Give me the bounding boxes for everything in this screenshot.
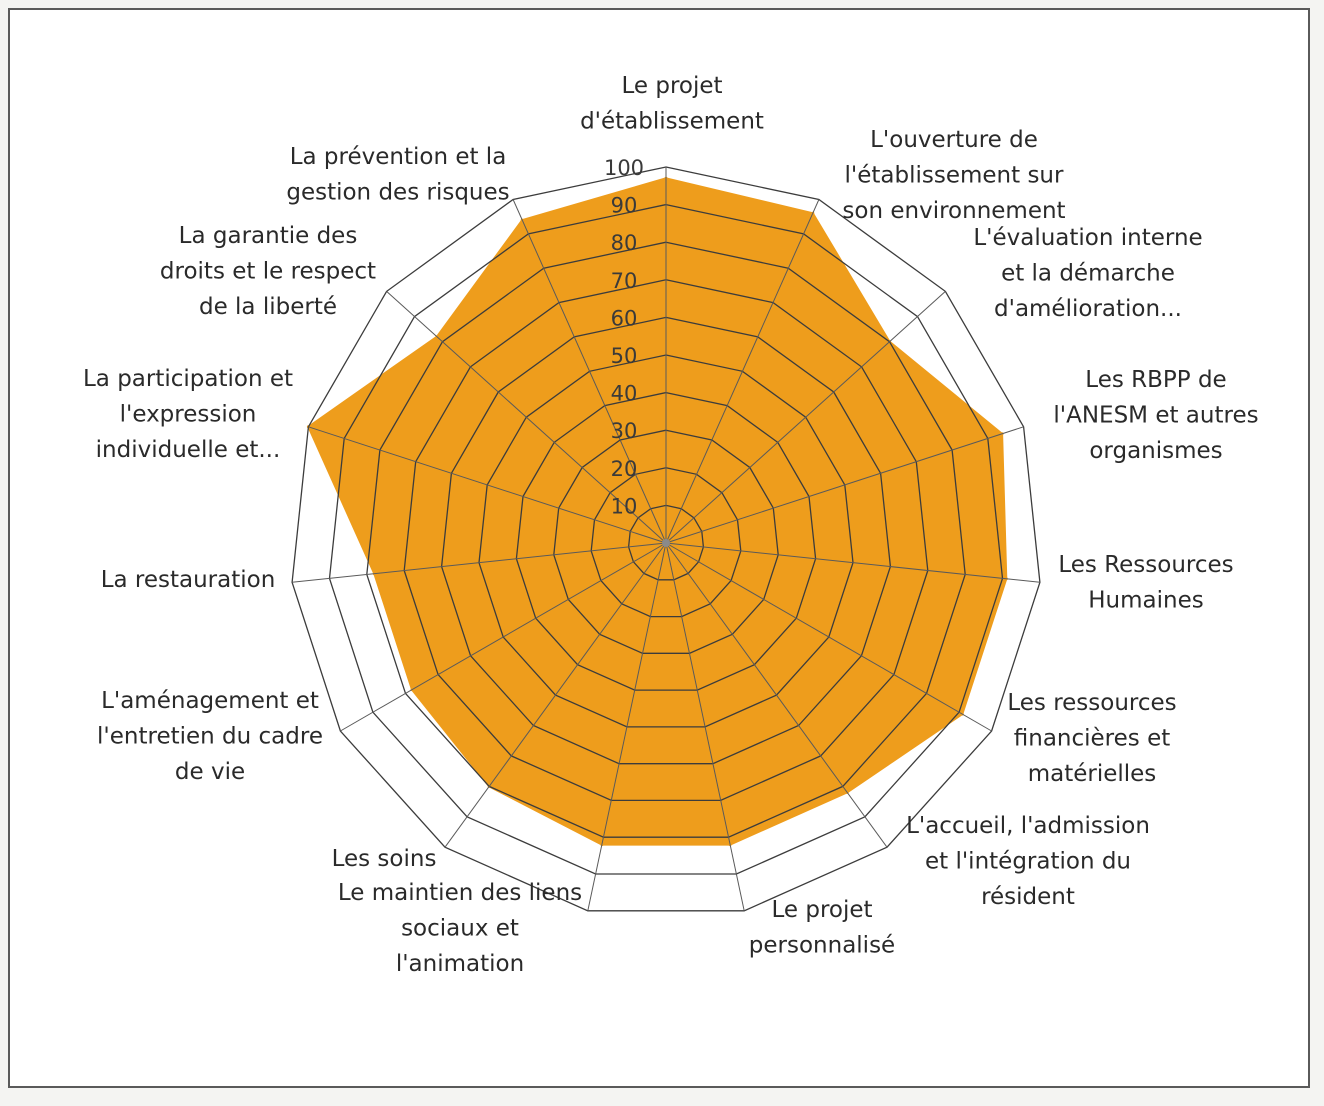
spoke-3 — [665, 291, 946, 544]
spoke-15 — [512, 199, 667, 544]
category-label-14: La garantie des droits et le respect de la… — [160, 223, 376, 320]
grid-ring-80 — [366, 241, 966, 838]
category-label-5: Les Ressources Humaines — [1058, 552, 1233, 614]
tick-label-80: 80 — [611, 231, 638, 255]
radar-chart: 10 20 30 40 50 60 70 80 90 100 Le projet d'établis… — [83, 73, 1259, 977]
spokes-group — [292, 167, 1040, 911]
series-area-group — [306, 176, 1008, 847]
grid-ring-30 — [553, 429, 779, 654]
category-label-13: La participation et l'expression individue… — [83, 366, 293, 463]
chart-frame: 10 20 30 40 50 60 70 80 90 100 Le projet d'établis… — [8, 8, 1310, 1088]
grid-ring-40 — [515, 391, 817, 691]
category-labels-group: Le projet d'établissement L'ouverture de l'… — [83, 73, 1259, 977]
spoke-5 — [665, 542, 1040, 583]
tick-labels-group: 10 20 30 40 50 60 70 80 90 100 — [604, 156, 644, 518]
category-label-6: Les ressources financières et matérielles — [1007, 690, 1176, 787]
spoke-2 — [665, 199, 820, 544]
category-label-15: La prévention et la gestion des risques — [286, 144, 509, 206]
grid-ring-70 — [403, 279, 929, 802]
spoke-11 — [340, 542, 667, 732]
category-label-3: L'évaluation interne et la démarche d'amél… — [973, 225, 1202, 322]
category-label-1: Le projet d'établissement — [580, 73, 764, 135]
grid-ring-60 — [440, 316, 892, 765]
category-label-4: Les RBPP de l'ANESM et autres organismes — [1053, 367, 1258, 464]
tick-label-30: 30 — [611, 419, 638, 443]
grid-ring-90 — [328, 203, 1004, 875]
grid-ring-50 — [478, 354, 854, 728]
center-dot — [662, 539, 670, 547]
spoke-10 — [444, 542, 667, 848]
series-area — [307, 177, 1008, 846]
spoke-6 — [665, 542, 992, 732]
tick-label-20: 20 — [611, 457, 638, 481]
spoke-12 — [292, 542, 667, 583]
grid-group — [291, 166, 1041, 912]
spoke-14 — [386, 291, 667, 544]
tick-label-50: 50 — [611, 344, 638, 368]
tick-label-70: 70 — [611, 269, 638, 293]
tick-label-60: 60 — [611, 306, 638, 330]
grid-ring-20 — [590, 467, 742, 618]
grid-ring-10 — [627, 504, 705, 581]
category-label-9: Le maintien des liens sociaux et l'animati… — [338, 880, 582, 977]
category-label-10: Les soins — [332, 846, 437, 872]
tick-label-100: 100 — [604, 156, 644, 180]
category-label-12: La restauration — [101, 567, 276, 593]
grid-ring-100 — [291, 166, 1041, 912]
category-label-8: Le projet personnalisé — [749, 897, 895, 959]
tick-label-40: 40 — [611, 382, 638, 406]
spoke-8 — [665, 542, 745, 911]
spoke-13 — [308, 426, 667, 544]
spoke-9 — [587, 542, 667, 911]
category-label-11: L'aménagement et l'entretien du cadre de v… — [97, 688, 323, 785]
category-label-2: L'ouverture de l'établissement sur son env… — [842, 127, 1065, 224]
spoke-7 — [665, 542, 888, 848]
category-label-7: L'accueil, l'admission et l'intégration d… — [906, 813, 1150, 910]
tick-label-10: 10 — [611, 494, 638, 518]
spoke-4 — [665, 426, 1024, 544]
tick-label-90: 90 — [611, 194, 638, 218]
